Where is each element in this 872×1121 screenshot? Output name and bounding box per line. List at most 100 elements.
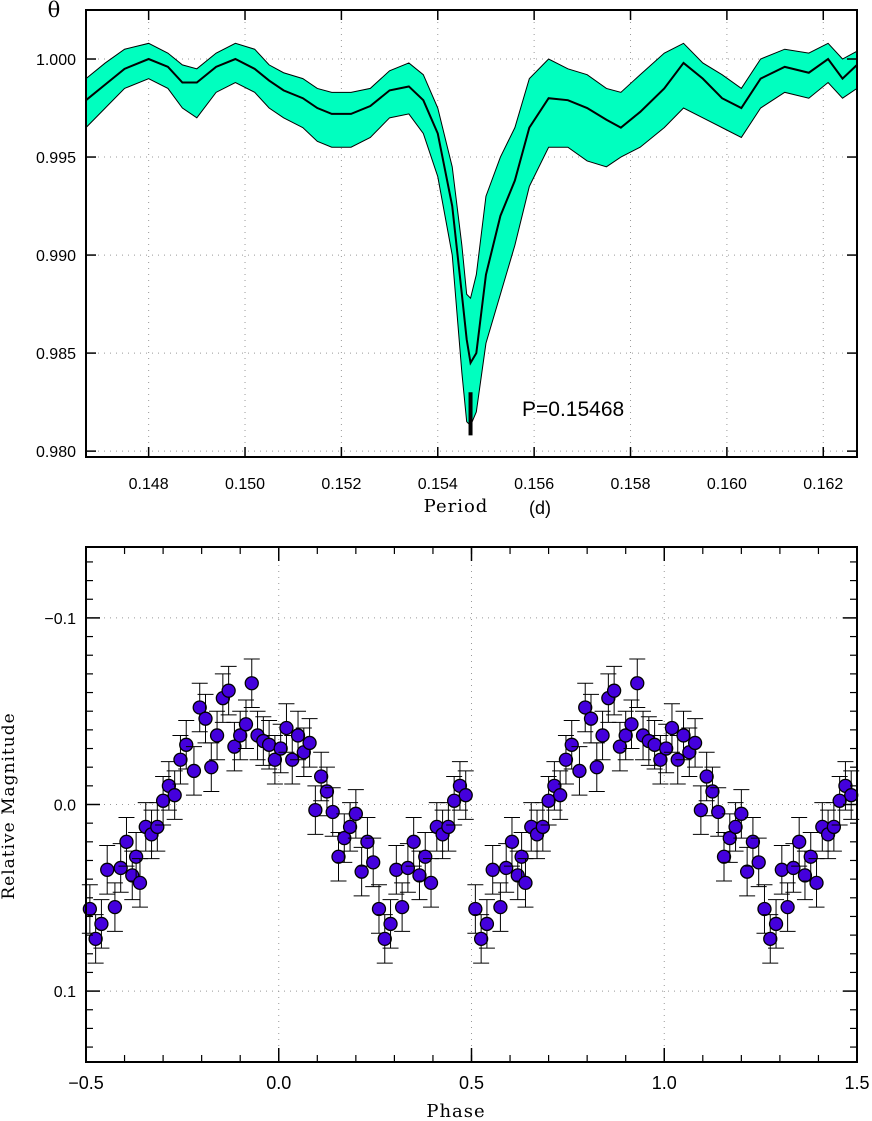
data-point: [377, 931, 392, 946]
y-tick-label: 0.985: [36, 346, 76, 363]
y-tick-label: 0.995: [36, 150, 76, 167]
data-point: [371, 901, 387, 917]
y-tick-label: 1.000: [36, 52, 76, 69]
light-curve-panel: −0.5 0.0 0.5 1.0 1.5 −0.1 0.0 0.1 Phase Relativ…: [0, 546, 870, 1121]
data-point: [94, 916, 109, 932]
data-point: [279, 720, 294, 736]
data-point: [499, 860, 514, 876]
data-point: [273, 741, 288, 756]
data-point: [383, 916, 398, 932]
data-point: [412, 868, 427, 883]
data-point: [844, 788, 859, 803]
data-point: [734, 806, 749, 821]
data-point: [832, 793, 847, 808]
x-tick-label: 0.152: [321, 476, 361, 493]
data-point: [107, 899, 123, 915]
data-point: [558, 752, 574, 767]
data-point: [716, 849, 732, 864]
data-point: [342, 819, 358, 835]
data-point: [535, 819, 550, 835]
magnitude-axis-label: Relative Magnitude: [0, 712, 19, 899]
data-point: [267, 752, 283, 767]
data-point: [406, 834, 421, 849]
data-point: [319, 784, 335, 799]
light-curve-points: [81, 658, 860, 964]
periodogram-grid: [86, 10, 857, 457]
data-point: [606, 683, 622, 698]
data-point: [290, 728, 306, 743]
light-curve-ticks: −0.5 0.0 0.5 1.0 1.5 −0.1 0.0 0.1: [44, 547, 870, 1093]
data-point: [179, 737, 194, 752]
data-point: [504, 834, 520, 849]
data-point: [578, 700, 593, 715]
data-point: [809, 875, 824, 891]
data-point: [394, 899, 410, 915]
data-point: [687, 735, 703, 751]
data-point: [128, 849, 144, 864]
period-axis-unit: (d): [529, 498, 551, 518]
data-point: [209, 728, 225, 743]
data-point: [354, 864, 369, 879]
data-point: [167, 788, 182, 803]
x-tick-label: 1.0: [652, 1073, 677, 1093]
data-point: [325, 804, 340, 820]
data-point: [653, 752, 668, 767]
light-curve-grid: [86, 547, 857, 1062]
data-point: [221, 683, 236, 698]
data-point: [745, 834, 761, 849]
x-tick-label: 0.5: [459, 1073, 484, 1093]
data-point: [479, 916, 495, 932]
theta-curve: [85, 57, 858, 366]
data-point: [693, 802, 709, 818]
data-point: [186, 763, 202, 779]
phase-axis-label: Phase: [426, 1101, 485, 1121]
data-point: [763, 931, 778, 946]
x-tick-label: −0.5: [68, 1073, 104, 1093]
period-axis-label: Period: [424, 496, 489, 517]
data-point: [302, 735, 317, 751]
data-point: [173, 752, 188, 767]
x-tick-label: 1.5: [844, 1073, 869, 1093]
data-point: [423, 875, 439, 891]
data-point: [595, 728, 610, 743]
data-point: [473, 931, 489, 946]
data-point: [227, 739, 242, 754]
data-point: [447, 793, 462, 808]
y-tick-label: 0.980: [36, 444, 76, 461]
data-point: [630, 676, 645, 691]
data-point: [441, 819, 456, 835]
data-point: [113, 860, 128, 876]
data-point: [238, 717, 254, 732]
theta-axis-label: θ: [48, 0, 61, 22]
data-point: [233, 728, 248, 743]
data-point: [589, 760, 604, 775]
data-point: [155, 793, 171, 808]
data-point: [389, 862, 404, 877]
data-point: [612, 739, 628, 754]
data-point: [100, 862, 115, 877]
data-point: [699, 769, 714, 784]
data-point: [786, 860, 801, 876]
data-point: [728, 819, 743, 835]
data-point: [564, 737, 579, 752]
data-point: [774, 862, 789, 877]
theta-confidence-band: [85, 42, 858, 427]
data-point: [826, 819, 842, 835]
data-point: [493, 899, 508, 915]
data-point: [751, 855, 766, 870]
data-point: [485, 862, 500, 877]
x-tick-label: 0.150: [225, 476, 265, 493]
data-point: [553, 788, 568, 803]
data-point: [624, 717, 639, 732]
data-point: [331, 849, 346, 864]
data-point: [119, 834, 134, 849]
data-point: [711, 804, 726, 820]
data-point: [768, 916, 784, 932]
data-point: [541, 793, 556, 808]
data-point: [664, 720, 680, 736]
data-point: [583, 711, 599, 726]
x-tick-label: 0.156: [514, 476, 554, 493]
x-tick-label: 0.162: [803, 476, 843, 493]
x-tick-label: 0.160: [707, 476, 747, 493]
